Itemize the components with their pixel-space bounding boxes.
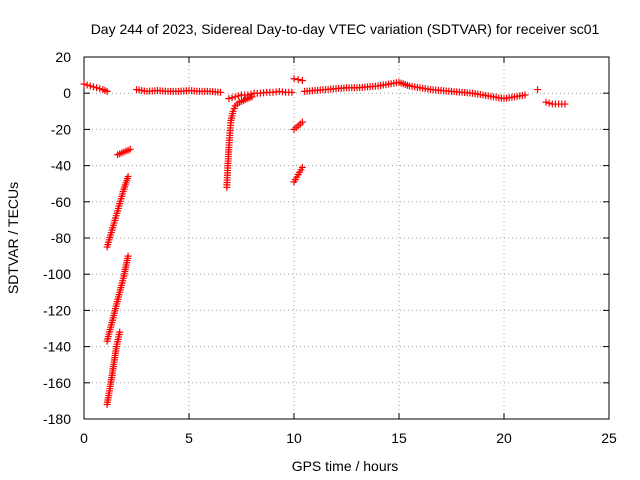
data-point xyxy=(80,80,88,88)
data-point xyxy=(298,77,306,85)
data-point xyxy=(86,82,94,90)
data-point xyxy=(244,91,252,99)
y-tick-label: -60 xyxy=(51,194,71,210)
y-tick-label: 0 xyxy=(63,85,71,101)
x-axis-label: GPS time / hours xyxy=(292,458,399,474)
y-axis-label: SDTVAR / TECUs xyxy=(5,182,21,294)
data-point xyxy=(126,145,134,153)
series-seg-h xyxy=(225,87,296,103)
data-point xyxy=(225,95,233,103)
series-seg-m xyxy=(534,86,542,94)
data-point xyxy=(542,98,550,106)
y-tick-label: -160 xyxy=(43,375,71,391)
data-point xyxy=(298,118,306,126)
y-tick-label: -100 xyxy=(43,266,71,282)
y-tick-label: -180 xyxy=(43,411,71,427)
data-point xyxy=(294,76,302,84)
y-tick-label: 20 xyxy=(55,49,71,65)
series-seg-f xyxy=(133,86,224,96)
data-point xyxy=(288,88,296,96)
axis-ticks: 0 5 10 15 20 25 20 0 -20 -40 -60 -80 -100 -120 -140 -16… xyxy=(43,49,617,446)
series-seg-i xyxy=(290,163,306,186)
data-point xyxy=(231,93,239,101)
data-point xyxy=(521,91,529,99)
plot-frame xyxy=(83,56,610,420)
data-point xyxy=(124,172,132,180)
y-tick-label: -40 xyxy=(51,158,71,174)
chart-title: Day 244 of 2023, Sidereal Day-to-day VTE… xyxy=(91,21,600,37)
data-point xyxy=(89,83,97,91)
series-seg-n xyxy=(542,98,569,108)
data-point xyxy=(247,90,255,98)
series-seg-b xyxy=(103,172,132,251)
x-tick-label: 25 xyxy=(601,430,617,446)
series-seg-d xyxy=(103,328,124,409)
x-tick-label: 10 xyxy=(286,430,302,446)
x-tick-label: 0 xyxy=(80,430,88,446)
y-tick-label: -120 xyxy=(43,302,71,318)
data-point xyxy=(561,100,569,108)
data-point xyxy=(93,84,101,92)
x-tick-label: 5 xyxy=(185,430,193,446)
y-tick-label: -80 xyxy=(51,230,71,246)
series-seg-e xyxy=(114,145,134,159)
series-seg-a xyxy=(80,80,111,95)
data-point xyxy=(228,94,236,102)
data-point xyxy=(96,85,104,93)
series-seg-c xyxy=(103,252,132,345)
data-points xyxy=(80,75,569,409)
y-tick-label: -140 xyxy=(43,339,71,355)
data-point xyxy=(234,92,242,100)
series-seg-k xyxy=(290,75,306,85)
y-tick-label: -20 xyxy=(51,121,71,137)
data-point xyxy=(545,99,553,107)
data-point xyxy=(83,81,91,89)
data-point xyxy=(298,163,306,171)
data-point xyxy=(534,86,542,94)
data-point xyxy=(217,88,224,96)
series-seg-j xyxy=(290,118,306,133)
data-point xyxy=(103,87,111,95)
data-point xyxy=(290,75,298,83)
data-point xyxy=(124,252,132,260)
grid-lines xyxy=(84,57,609,419)
series-seg-g xyxy=(223,93,256,191)
x-tick-label: 15 xyxy=(391,430,407,446)
x-tick-label: 20 xyxy=(496,430,512,446)
data-point xyxy=(116,328,124,336)
series-seg-l xyxy=(301,78,529,103)
